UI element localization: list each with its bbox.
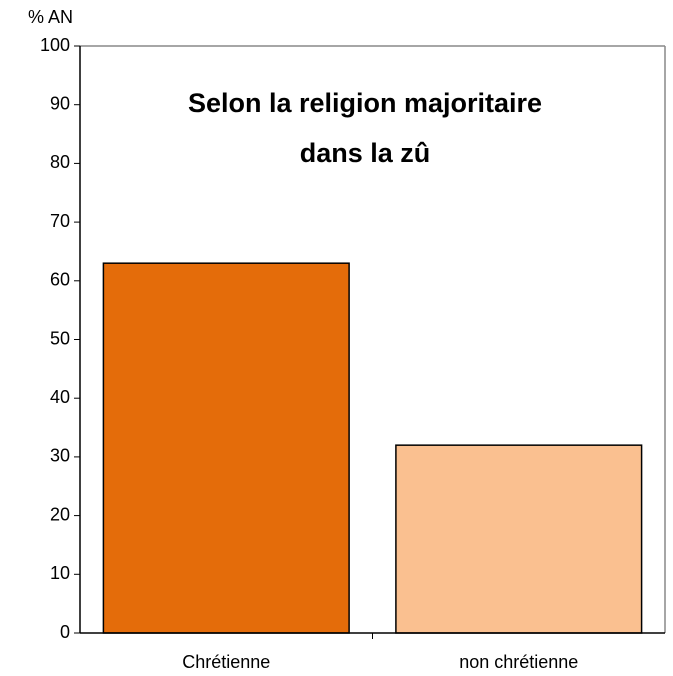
- bar: [102, 262, 350, 634]
- y-tick-label: 10: [50, 563, 70, 583]
- y-tick-label: 20: [50, 504, 70, 524]
- y-axis-label: % AN: [28, 7, 73, 27]
- y-tick-label: 30: [50, 446, 70, 466]
- y-tick-label: 40: [50, 387, 70, 407]
- x-tick-label: non chrétienne: [459, 652, 578, 672]
- y-tick-label: 0: [60, 622, 70, 642]
- chart-title: dans la zû: [300, 138, 431, 168]
- y-tick-label: 100: [40, 35, 70, 55]
- chart-title: Selon la religion majoritaire: [188, 88, 542, 118]
- y-tick-label: 60: [50, 270, 70, 290]
- y-tick-label: 80: [50, 152, 70, 172]
- x-tick-label: Chrétienne: [182, 652, 270, 672]
- y-tick-label: 90: [50, 93, 70, 113]
- bar: [395, 444, 643, 634]
- y-tick-label: 70: [50, 211, 70, 231]
- y-tick-label: 50: [50, 328, 70, 348]
